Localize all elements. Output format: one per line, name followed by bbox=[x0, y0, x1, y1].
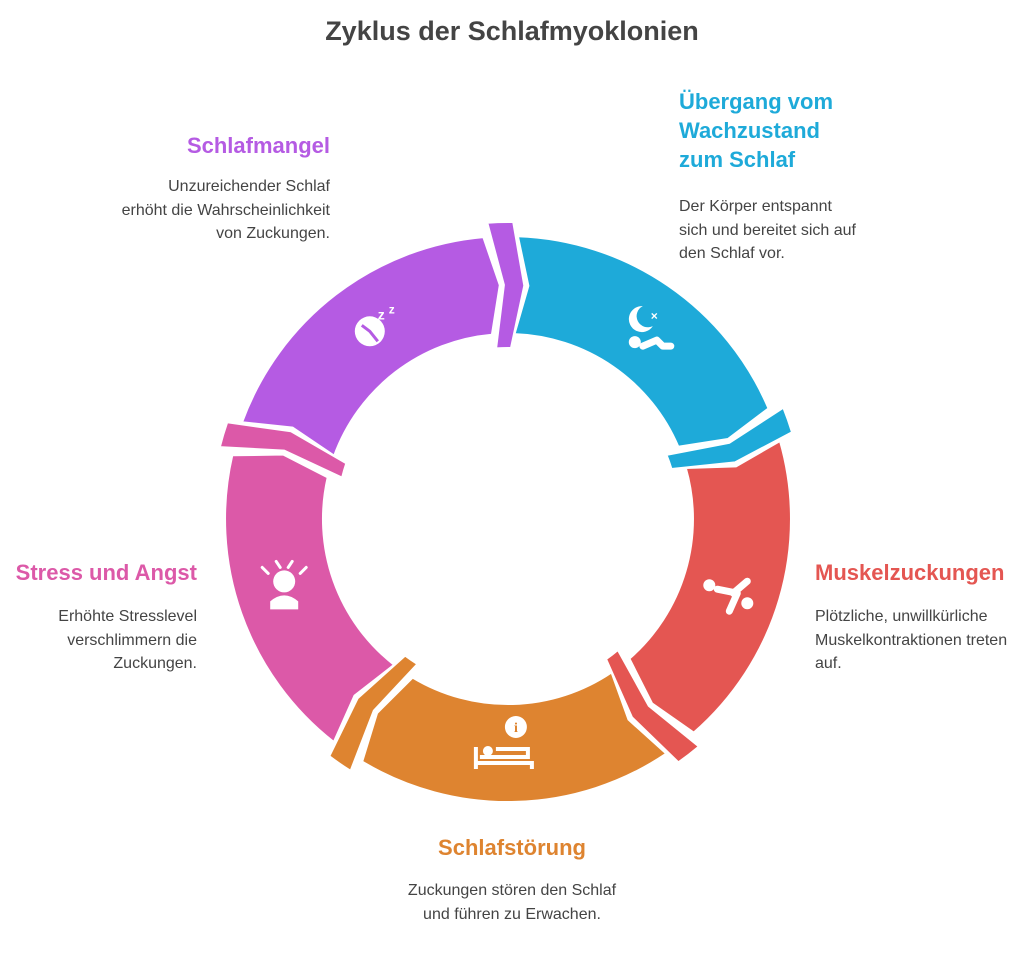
desc-stress: Erhöhte Stresslevel verschlimmern die Zu… bbox=[58, 608, 197, 672]
segment-body-uebergang bbox=[513, 235, 770, 448]
bed-alert-icon: i bbox=[473, 716, 534, 769]
label-schlafmangel: Schlafmangel bbox=[186, 133, 330, 158]
desc-uebergang: Der Körper entspannt sich und bereitet s… bbox=[679, 198, 856, 262]
svg-text:z: z bbox=[378, 306, 385, 322]
segment-body-schlafmangel bbox=[240, 236, 501, 458]
svg-text:z: z bbox=[389, 302, 395, 316]
label-muskelzuckungen: Muskelzuckungen bbox=[815, 560, 1005, 585]
desc-muskelzuckungen: Plötzliche, unwillkürliche Muskelkontrak… bbox=[815, 608, 1008, 672]
svg-text:i: i bbox=[514, 721, 518, 736]
diagram-title: Zyklus der Schlafmyoklonien bbox=[325, 16, 699, 46]
chevron-connector-stress bbox=[218, 421, 348, 480]
chevron-connector-uebergang bbox=[665, 406, 794, 471]
segment-uebergang: × bbox=[513, 235, 794, 471]
chevron-connector-schlafstoerung bbox=[328, 654, 419, 773]
stressed-person-icon bbox=[260, 559, 308, 610]
desc-schlafstoerung: Zuckungen stören den Schlaf und führen z… bbox=[407, 882, 617, 923]
chevron-connector-schlafmangel bbox=[486, 220, 526, 350]
moon-sleeping-person-icon: × bbox=[628, 306, 675, 350]
label-stress: Stress und Angst bbox=[15, 560, 197, 585]
desc-schlafmangel: Unzureichender Schlaf erhöht die Wahrsch… bbox=[121, 178, 330, 242]
falling-person-icon bbox=[703, 577, 754, 615]
chevron-connector-muskelzuckungen bbox=[604, 648, 701, 764]
segment-body-stress bbox=[224, 453, 396, 744]
segment-schlafstoerung: i bbox=[328, 654, 668, 804]
label-schlafstoerung: Schlafstörung bbox=[438, 835, 586, 860]
segment-muskelzuckungen bbox=[604, 439, 792, 764]
svg-text:×: × bbox=[651, 309, 658, 323]
segment-stress bbox=[218, 421, 396, 744]
label-uebergang: Übergang vom Wachzustand zum Schlaf bbox=[679, 89, 834, 172]
